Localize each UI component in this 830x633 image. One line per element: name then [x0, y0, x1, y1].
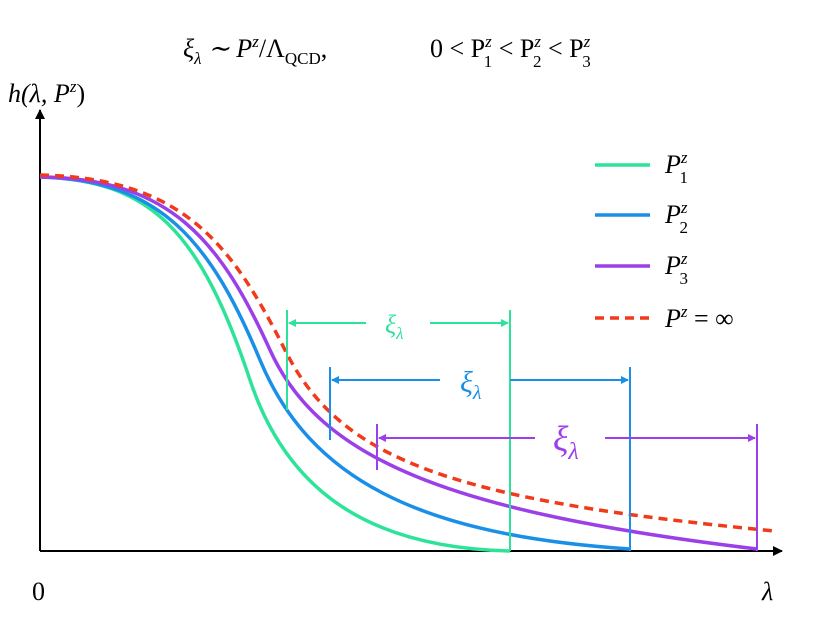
t: 3: [582, 52, 591, 71]
t: ): [76, 79, 85, 108]
xi-label: ξλ: [553, 419, 579, 465]
y-axis-label: h(λ, Pz): [8, 77, 85, 108]
legend-label: Pz = ∞: [664, 302, 734, 333]
t: = ∞: [688, 304, 734, 333]
legend-label: Pz 2: [664, 198, 688, 237]
t: < P: [492, 34, 534, 63]
legend-label: Pz 1: [664, 148, 688, 187]
t: z: [69, 77, 77, 96]
t: 2: [533, 52, 542, 71]
t: P: [664, 304, 681, 333]
t: z: [583, 32, 591, 51]
t: ξ: [460, 366, 473, 399]
t: λ: [567, 439, 578, 465]
t: λ: [193, 49, 201, 68]
t: 1: [680, 168, 689, 187]
t: 3: [680, 269, 689, 288]
t: ξ: [553, 419, 569, 459]
t: 1: [484, 52, 493, 71]
t: z: [251, 32, 259, 51]
xi-label: ξλ: [385, 310, 404, 343]
t: 0 < P: [430, 34, 485, 63]
t: /Λ: [259, 34, 285, 63]
title: ξλ ∼ Pz/ΛQCD, 0 < Pz 1 < Pz 2 < Pz 3: [183, 32, 591, 71]
t: P: [664, 150, 681, 179]
legend-label: Pz 3: [664, 249, 688, 288]
t: h(λ, P: [8, 79, 70, 108]
t: z: [680, 198, 688, 217]
t: P: [664, 251, 681, 280]
curve-pinf: [39, 173, 776, 533]
t: z: [680, 302, 688, 321]
t: ,: [321, 34, 328, 63]
t: ξ: [385, 310, 397, 339]
t: ∼ P: [202, 34, 253, 63]
t: 2: [680, 218, 689, 237]
x-axis-label: λ: [761, 577, 773, 606]
t: λ: [472, 382, 482, 404]
t: z: [533, 32, 541, 51]
t: z: [680, 148, 688, 167]
t: z: [484, 32, 492, 51]
x-origin-label: 0: [32, 577, 45, 606]
t: λ: [395, 324, 403, 343]
xi-label: ξλ: [460, 366, 482, 404]
t: z: [680, 249, 688, 268]
t: < P: [542, 34, 584, 63]
curve-p3: [39, 175, 758, 551]
t: P: [664, 200, 681, 229]
t: QCD: [285, 49, 321, 68]
curve-p2: [39, 175, 631, 551]
t: ξ: [183, 34, 195, 63]
